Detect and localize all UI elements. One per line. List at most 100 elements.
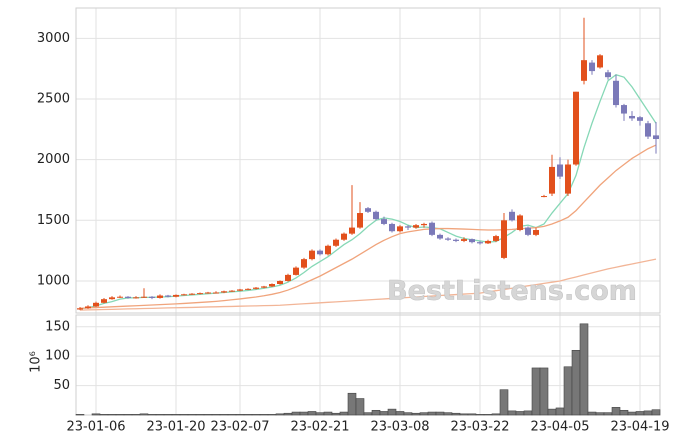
y-axis-label: 10⁶ xyxy=(29,351,44,373)
candle-body xyxy=(277,280,283,285)
candle-body xyxy=(453,239,459,241)
volume-bar xyxy=(147,414,157,416)
candle-body xyxy=(325,245,331,255)
volume-bar xyxy=(499,389,509,416)
volume-bar xyxy=(595,412,605,416)
candle-body xyxy=(389,223,395,232)
volume-bar xyxy=(531,367,541,416)
volume-bar xyxy=(579,323,589,416)
x-tick-label: 23-04-05 xyxy=(530,420,589,435)
volume-bar xyxy=(379,411,389,416)
volume-bar xyxy=(331,412,341,416)
volume-bar xyxy=(155,414,165,416)
candle-body xyxy=(485,240,491,244)
volume-bar xyxy=(555,407,565,416)
volume-bar xyxy=(627,411,637,416)
volume-bar xyxy=(275,413,285,416)
candle-body xyxy=(229,290,235,292)
candle-body xyxy=(373,211,379,220)
candle-body xyxy=(541,196,547,198)
candle-body xyxy=(93,302,99,307)
candle-body xyxy=(165,295,171,297)
volume-bar xyxy=(603,412,613,416)
candle-body xyxy=(597,55,603,68)
volume-bar xyxy=(427,411,437,416)
volume-bar xyxy=(635,411,645,416)
candle-body xyxy=(357,213,363,228)
candle-body xyxy=(205,292,211,294)
volume-bar xyxy=(163,414,173,416)
volume-bar xyxy=(195,414,205,416)
candle-body xyxy=(253,287,259,289)
volume-bar xyxy=(435,411,445,416)
x-tick-label: 23-03-22 xyxy=(450,420,509,435)
candle-body xyxy=(477,242,483,244)
candle-body xyxy=(309,250,315,260)
volume-bar xyxy=(203,414,213,416)
volume-bar xyxy=(99,414,109,416)
candle-body xyxy=(85,306,91,309)
volume-bar xyxy=(171,414,181,416)
candle-body xyxy=(517,215,523,231)
volume-bar xyxy=(267,414,277,416)
volume-bar xyxy=(371,409,381,416)
candle-body xyxy=(413,225,419,228)
price-panel xyxy=(75,7,661,314)
volume-bar xyxy=(211,414,221,416)
volume-bar xyxy=(387,408,397,416)
volume-bar xyxy=(187,414,197,416)
candle-body xyxy=(365,208,371,212)
volume-bar xyxy=(611,407,621,416)
volume-bar xyxy=(451,412,461,416)
volume-bar xyxy=(643,410,653,416)
candle-body xyxy=(317,250,323,255)
candle-body xyxy=(293,267,299,275)
candle-body xyxy=(157,295,163,298)
candle-body xyxy=(221,291,227,293)
candle-body xyxy=(237,289,243,291)
volume-bar xyxy=(547,408,557,416)
x-tick-label: 23-01-06 xyxy=(66,420,125,435)
volume-bar xyxy=(347,392,357,416)
volume-bar xyxy=(523,410,533,416)
volume-bar xyxy=(475,414,485,416)
candle-body xyxy=(77,308,83,310)
volume-bar xyxy=(107,414,117,416)
volume-bar xyxy=(515,411,525,416)
candle-body xyxy=(445,238,451,240)
candle-body xyxy=(573,91,579,165)
volume-bar xyxy=(587,411,597,416)
x-tick-label: 23-01-20 xyxy=(146,420,205,435)
volume-bar xyxy=(235,414,245,416)
candle-body xyxy=(349,227,355,234)
y-tick-label: 2000 xyxy=(37,152,70,167)
volume-bar xyxy=(179,414,189,416)
volume-bar xyxy=(443,412,453,416)
candle-body xyxy=(245,288,251,290)
y-tick-label: 3000 xyxy=(37,31,70,46)
volume-bar xyxy=(315,412,325,416)
candle-body xyxy=(637,117,643,121)
volume-bar xyxy=(355,398,365,416)
volume-bar xyxy=(323,411,333,416)
volume-bar xyxy=(219,414,229,416)
candle-body xyxy=(269,284,275,287)
candle-body xyxy=(125,296,131,298)
volume-bar xyxy=(459,413,469,416)
candle-body xyxy=(261,286,267,288)
volume-bar xyxy=(339,411,349,416)
candle-body xyxy=(589,62,595,72)
y-tick-label: 1500 xyxy=(37,213,70,228)
candle-body xyxy=(549,166,555,194)
candle-body xyxy=(381,219,387,224)
candle-body xyxy=(141,296,147,298)
candle-body xyxy=(341,233,347,240)
candle-body xyxy=(301,259,307,268)
candle-body xyxy=(605,72,611,78)
volume-bar xyxy=(563,366,573,416)
volume-bar xyxy=(651,409,661,416)
candle-body xyxy=(581,60,587,81)
moving-average-line xyxy=(79,258,657,311)
candle-body xyxy=(533,230,539,235)
